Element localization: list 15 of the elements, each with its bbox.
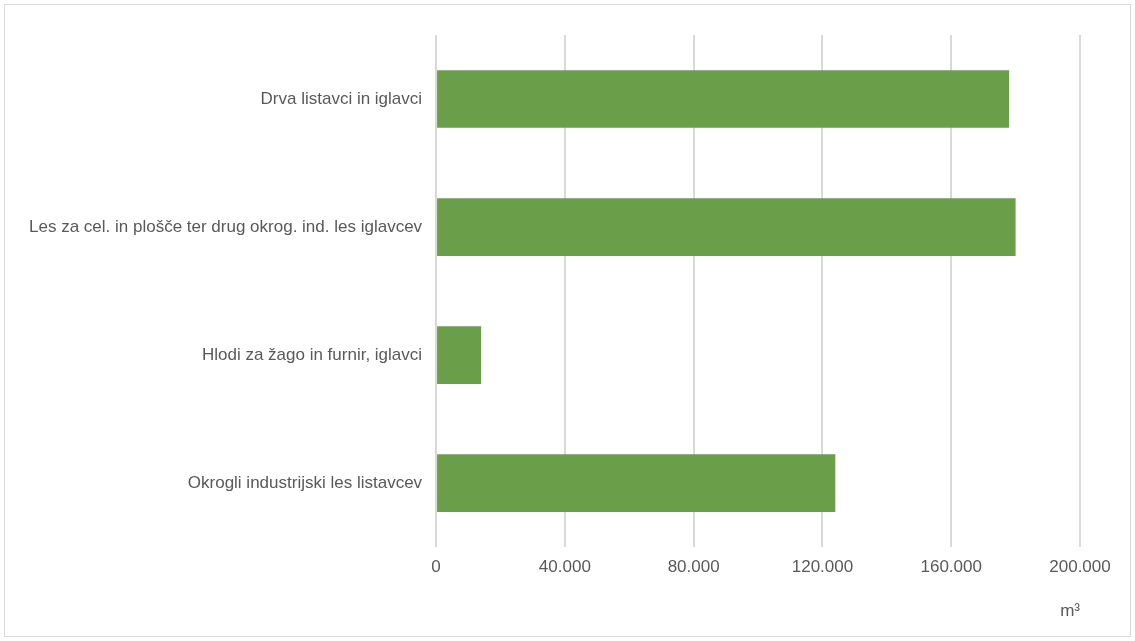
y-tick-label: Okrogli industrijski les listavcev xyxy=(187,472,423,492)
x-axis-title: m³ xyxy=(1060,601,1081,621)
bar xyxy=(437,198,1016,256)
x-tick-label: 160.000 xyxy=(920,557,982,577)
bar xyxy=(437,326,482,384)
y-tick-label: Drva listavci in iglavci xyxy=(260,88,423,108)
x-tick-label: 40.000 xyxy=(538,557,591,577)
x-tick-label: 0 xyxy=(431,557,441,577)
x-tick-label: 200.000 xyxy=(1049,557,1111,577)
bar xyxy=(437,70,1010,128)
x-tick-label: 120.000 xyxy=(791,557,854,577)
bar xyxy=(437,454,836,512)
y-tick-label: Les za cel. in plošče ter drug okrog. ind. les iglavcev xyxy=(29,216,423,236)
y-tick-label: Hlodi za žago in furnir, iglavci xyxy=(201,344,423,364)
x-tick-label: 80.000 xyxy=(667,557,720,577)
